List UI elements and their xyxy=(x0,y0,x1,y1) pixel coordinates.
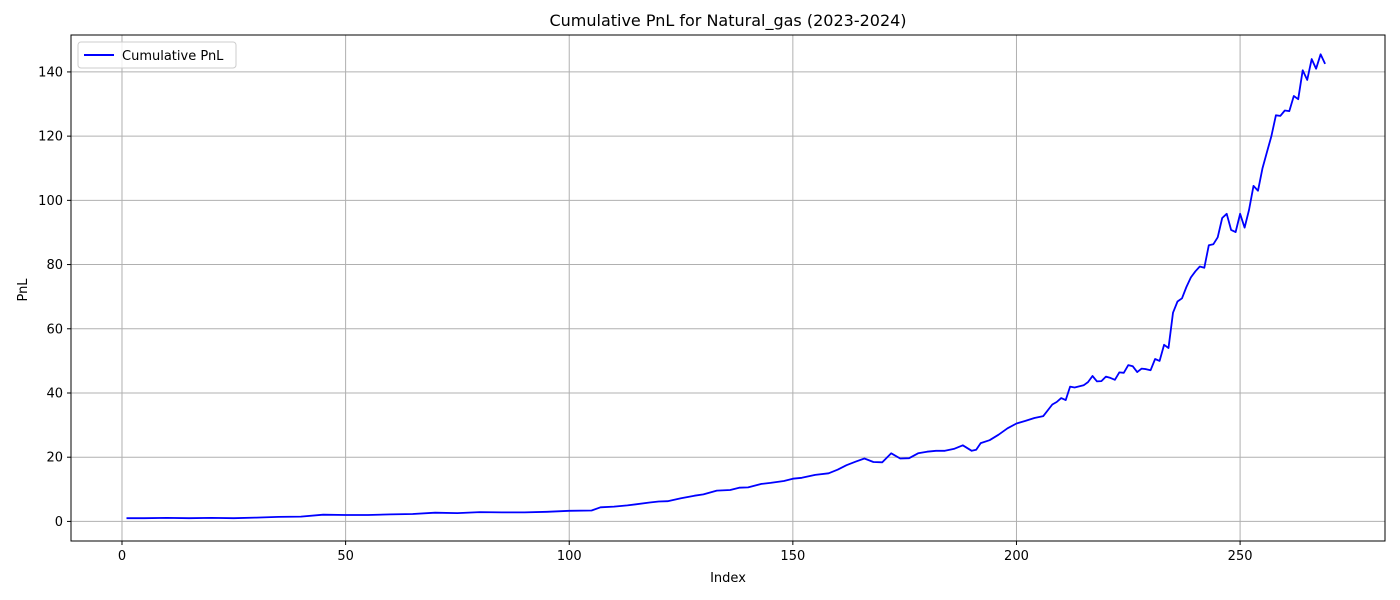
x-tick-label: 250 xyxy=(1228,549,1253,564)
x-tick-label: 0 xyxy=(118,549,126,564)
x-tick-label: 100 xyxy=(557,549,582,564)
x-axis-label: Index xyxy=(710,571,746,586)
y-tick-label: 120 xyxy=(38,130,63,145)
plot-frame xyxy=(70,34,1386,542)
legend-box xyxy=(77,41,237,69)
y-tick-label: 20 xyxy=(46,451,63,466)
x-tick-label: 150 xyxy=(780,549,805,564)
series-line-cumulative-pnl xyxy=(126,53,1326,520)
y-axis-label: PnL xyxy=(16,278,31,302)
series-lines xyxy=(126,53,1326,520)
y-tick-label: 100 xyxy=(38,194,63,209)
x-axis-ticks: 0 50 100 150 200 250 xyxy=(118,541,1253,564)
x-tick-label: 50 xyxy=(337,549,354,564)
y-tick-label: 140 xyxy=(38,65,63,80)
chart-title: Cumulative PnL for Natural_gas (2023-202… xyxy=(549,11,906,31)
legend-label: Cumulative PnL xyxy=(122,49,224,64)
y-axis-ticks: 0 20 40 60 80 100 120 140 xyxy=(38,65,71,530)
y-tick-label: 0 xyxy=(55,515,63,530)
legend: Cumulative PnL xyxy=(77,41,237,69)
y-tick-label: 40 xyxy=(46,386,63,401)
y-tick-label: 60 xyxy=(46,322,63,337)
x-tick-label: 200 xyxy=(1004,549,1029,564)
grid-lines xyxy=(71,35,1385,541)
y-tick-label: 80 xyxy=(46,258,63,273)
